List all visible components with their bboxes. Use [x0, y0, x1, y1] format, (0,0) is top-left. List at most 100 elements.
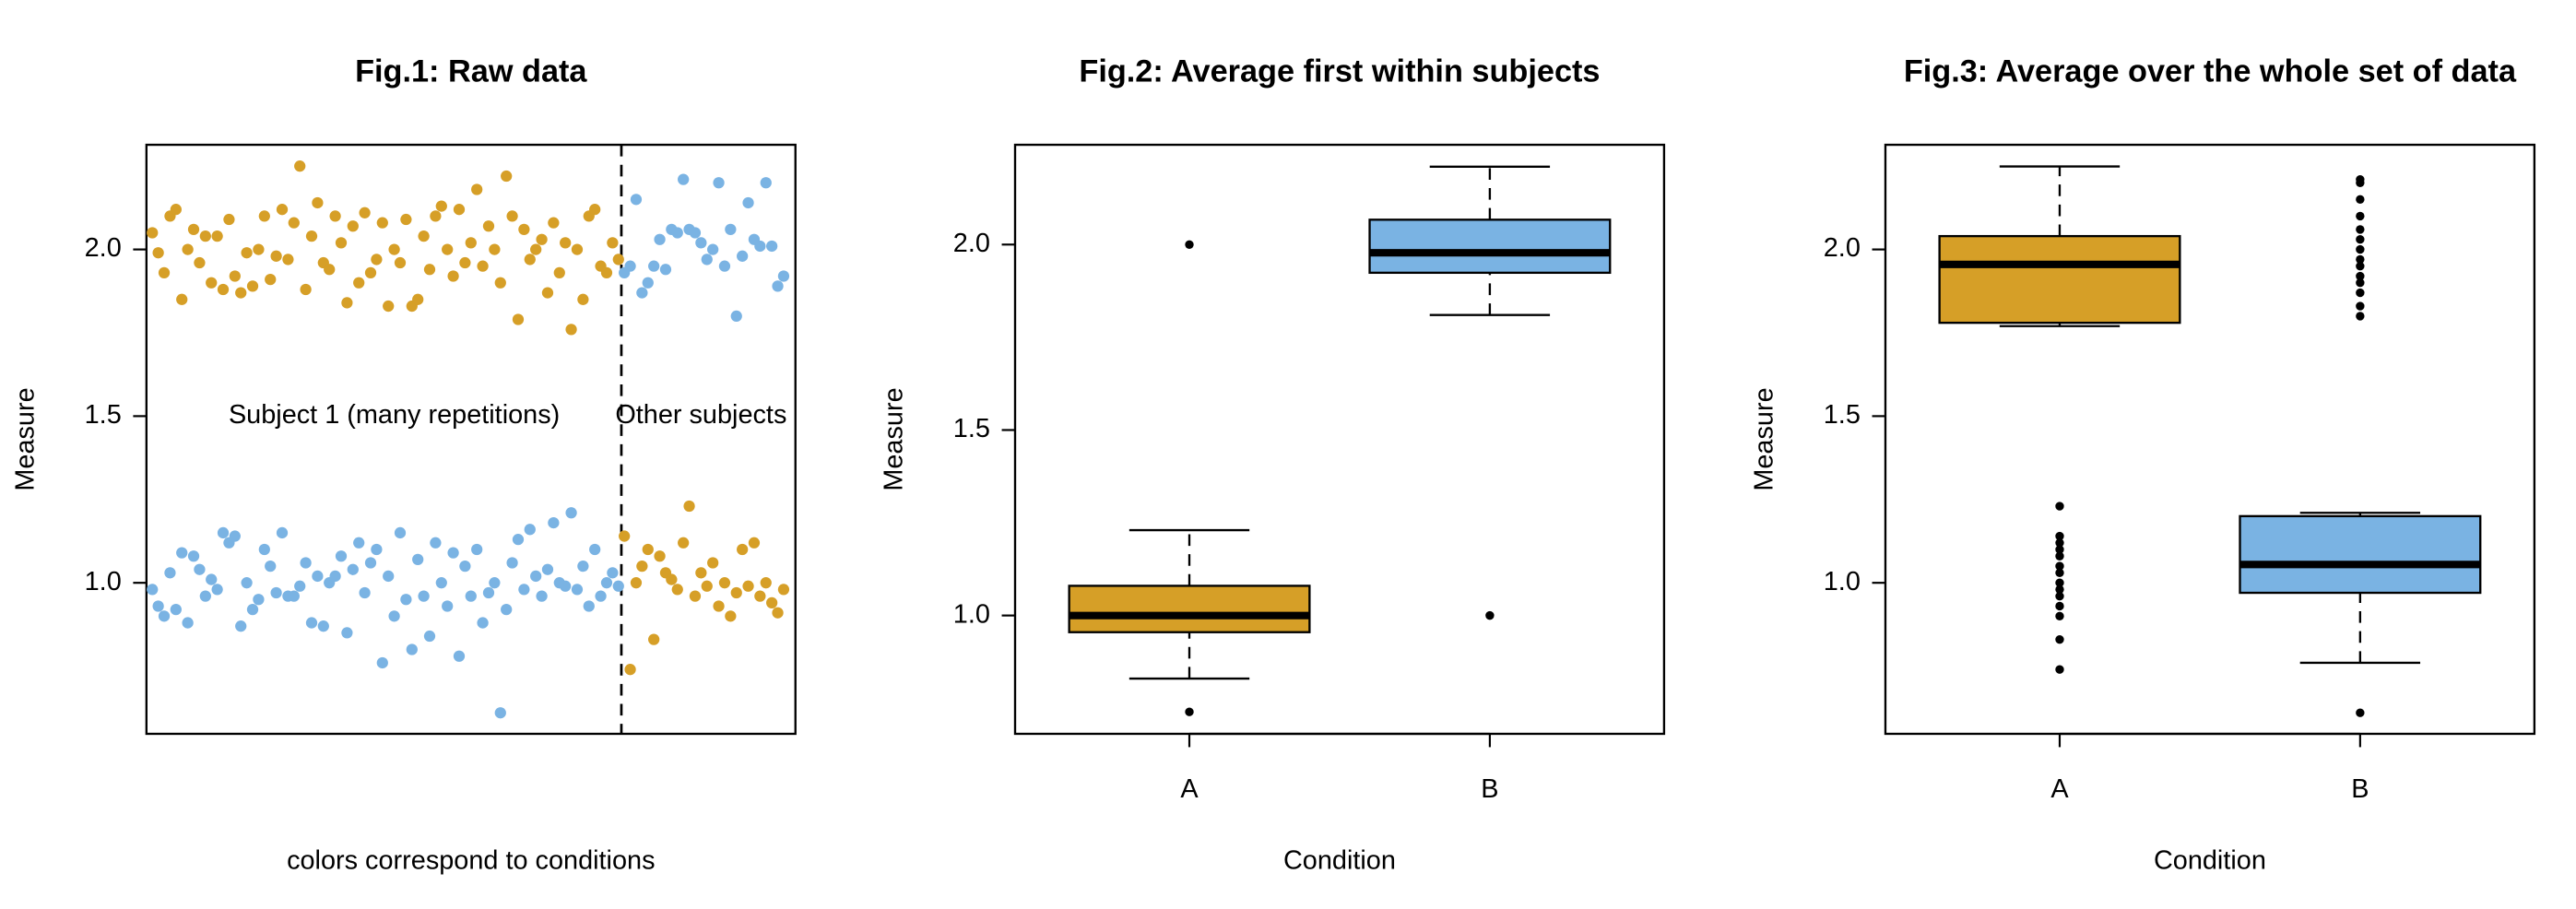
point	[607, 237, 619, 249]
point	[577, 560, 589, 573]
point	[612, 580, 624, 592]
outlier	[2356, 254, 2365, 265]
point	[152, 247, 164, 259]
point	[335, 550, 348, 562]
point	[518, 584, 530, 596]
point	[400, 594, 412, 606]
point	[748, 537, 761, 549]
y-tick-label: 2.0	[953, 229, 990, 258]
y-tick-label: 1.0	[953, 599, 990, 629]
point	[465, 590, 477, 602]
outlier	[2356, 708, 2365, 717]
point	[666, 573, 678, 585]
point	[383, 300, 395, 313]
outlier	[2055, 502, 2064, 511]
point	[548, 516, 560, 529]
point	[241, 247, 253, 259]
point	[654, 550, 666, 562]
point	[501, 170, 513, 183]
point	[477, 260, 489, 272]
point	[536, 590, 548, 602]
point	[176, 547, 188, 559]
point	[300, 557, 312, 569]
point	[270, 586, 282, 599]
outlier	[2055, 561, 2064, 571]
point	[442, 600, 454, 612]
point	[489, 243, 501, 255]
y-axis-label: Measure	[11, 387, 41, 490]
point	[648, 633, 660, 645]
point	[305, 230, 318, 242]
x-axis-label: Condition	[2154, 846, 2266, 876]
point	[418, 230, 430, 242]
point	[341, 627, 353, 639]
point	[536, 233, 548, 245]
point	[176, 293, 188, 305]
point	[541, 287, 554, 299]
point	[353, 277, 365, 289]
point	[329, 570, 341, 583]
y-axis-label: Measure	[880, 387, 909, 490]
y-tick-label: 2.0	[1824, 233, 1861, 263]
point	[211, 230, 223, 242]
point	[265, 560, 277, 573]
point	[258, 210, 270, 222]
point	[211, 584, 223, 596]
point	[158, 610, 171, 622]
point	[423, 264, 436, 276]
outlier	[2055, 578, 2064, 587]
box	[2239, 514, 2482, 595]
point	[777, 584, 790, 596]
point	[312, 570, 324, 583]
point	[199, 590, 211, 602]
point	[217, 283, 230, 296]
point	[577, 293, 589, 305]
point	[772, 607, 784, 619]
point	[695, 237, 707, 249]
point	[482, 586, 495, 599]
outlier	[2356, 235, 2365, 244]
point	[571, 584, 584, 596]
y-tick-label: 1.5	[1824, 400, 1861, 430]
point	[453, 650, 466, 662]
point	[182, 617, 194, 629]
point	[359, 586, 371, 599]
point	[642, 277, 654, 289]
outlier	[2356, 301, 2365, 311]
point	[654, 233, 666, 245]
outlier	[2055, 568, 2064, 578]
point	[777, 270, 790, 282]
point	[600, 266, 613, 279]
point	[530, 570, 542, 583]
point	[477, 617, 489, 629]
outlier	[2356, 244, 2365, 254]
point	[341, 297, 353, 309]
outlier	[1185, 240, 1194, 249]
outlier	[2356, 278, 2365, 288]
point	[630, 194, 643, 206]
point	[766, 596, 778, 609]
point	[406, 643, 418, 655]
outlier	[2356, 288, 2365, 298]
point	[329, 210, 341, 222]
chart-title: Fig.1: Raw data	[355, 53, 587, 89]
point	[730, 310, 742, 323]
point	[541, 563, 554, 575]
x-tick-label: B	[2351, 774, 2369, 804]
point	[147, 227, 159, 239]
point	[530, 243, 542, 255]
point	[294, 580, 306, 592]
point	[772, 280, 784, 292]
point	[383, 570, 395, 583]
point	[713, 177, 725, 189]
point	[229, 270, 241, 282]
point	[170, 204, 182, 216]
annotation: Subject 1 (many repetitions)	[229, 400, 560, 430]
point	[725, 610, 737, 622]
point	[636, 287, 648, 299]
point	[459, 560, 471, 573]
point	[766, 240, 778, 253]
outlier	[2055, 665, 2064, 674]
y-tick-label: 1.5	[953, 414, 990, 443]
